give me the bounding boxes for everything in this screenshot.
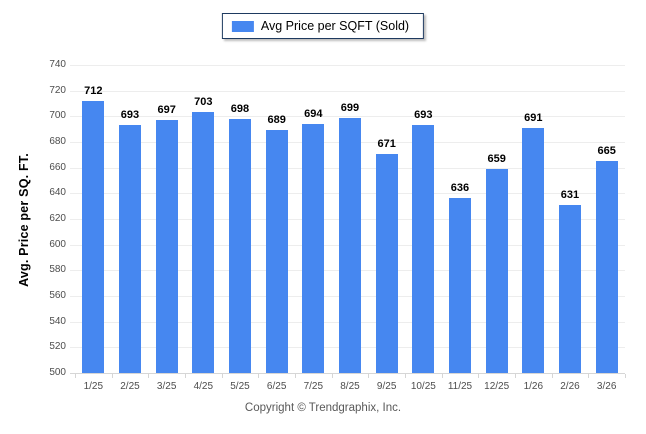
bar-value-label: 631 [560,188,580,201]
bar-2/26 [559,204,581,373]
x-category-label: 9/25 [376,381,397,392]
x-category-label: 6/25 [266,381,287,392]
x-tick-mark [111,374,113,378]
bar-4/25 [192,112,215,373]
bar-value-label: 671 [377,137,396,150]
y-tick-label: 640 [49,187,66,199]
x-tick-mark [75,374,76,378]
gridline-700 [70,116,625,118]
y-tick-label: 700 [49,110,66,122]
chart-legend: Avg Price per SQFT (Sold) [221,13,425,39]
bar-value-label: 694 [304,108,323,121]
y-tick-label: 580 [49,264,66,276]
bar-value-label: 699 [340,101,360,114]
x-tick-mark [295,374,296,378]
bar-6/25 [265,130,288,373]
bar-value-label: 703 [194,96,213,109]
x-tick-mark [368,374,370,378]
y-tick-label: 660 [49,161,66,173]
y-tick-label: 600 [49,238,66,250]
x-category-label: 8/25 [340,381,360,392]
x-category-label: 4/25 [193,381,214,392]
bar-5/25 [229,118,251,373]
y-tick-label: 720 [49,84,66,96]
x-tick-mark [185,374,186,378]
bar-2/25 [119,125,141,373]
y-tick-label: 620 [49,213,66,224]
bar-value-label: 697 [157,104,176,117]
x-tick-mark [405,374,406,378]
x-category-label: 3/25 [156,381,177,392]
x-category-label: 10/25 [410,381,436,392]
y-axis-title: Avg. Price per SQ. FT. [17,153,31,287]
y-tick-label: 520 [49,341,66,353]
bar-9/25 [375,153,398,373]
x-tick-mark [441,374,443,378]
bar-value-label: 693 [414,109,433,122]
bar-1/25 [82,100,105,373]
bar-7/25 [302,124,325,373]
legend-label: Avg Price per SQFT (Sold) [260,19,410,33]
x-tick-mark [221,374,223,378]
x-category-label: 3/26 [596,381,617,392]
bar-12/25 [485,168,508,373]
x-tick-mark [588,374,590,378]
bar-11/25 [449,198,471,373]
x-tick-mark [148,374,150,378]
y-tick-label: 740 [49,59,66,70]
gridline-720 [70,90,625,92]
copyright-text: Copyright © Trendgraphix, Inc. [244,402,402,414]
x-tick-mark [478,374,480,378]
legend-swatch-icon [231,20,254,32]
y-tick-label: 540 [49,315,66,327]
x-tick-mark [551,374,553,378]
gridline-740 [70,65,625,66]
bar-value-label: 665 [597,145,616,158]
x-tick-mark [331,374,333,378]
bar-value-label: 698 [230,102,250,115]
gridline-500 [70,373,625,374]
x-category-label: 5/25 [230,381,250,392]
x-category-label: 7/25 [303,381,324,392]
x-tick-mark [515,374,516,378]
bar-value-label: 691 [524,111,543,124]
y-tick-label: 500 [49,367,66,378]
bar-8/25 [339,117,361,373]
bar-1/26 [522,127,545,373]
bar-value-label: 689 [267,114,286,127]
x-tick-mark [625,374,626,378]
x-tick-mark [258,374,260,378]
bar-value-label: 712 [84,84,103,97]
x-category-label: 1/26 [523,381,544,392]
bar-3/25 [155,120,178,373]
y-tick-label: 560 [49,290,66,301]
bar-10/25 [412,125,435,373]
bar-value-label: 659 [487,152,506,165]
x-category-label: 11/25 [447,381,473,392]
x-category-label: 12/25 [484,381,510,392]
x-category-label: 1/25 [83,381,104,392]
bar-value-label: 636 [450,182,470,195]
x-category-label: 2/25 [120,381,140,392]
y-tick-label: 680 [49,136,66,147]
bar-3/26 [595,161,618,373]
x-category-label: 2/26 [560,381,580,392]
bar-value-label: 693 [120,109,140,122]
